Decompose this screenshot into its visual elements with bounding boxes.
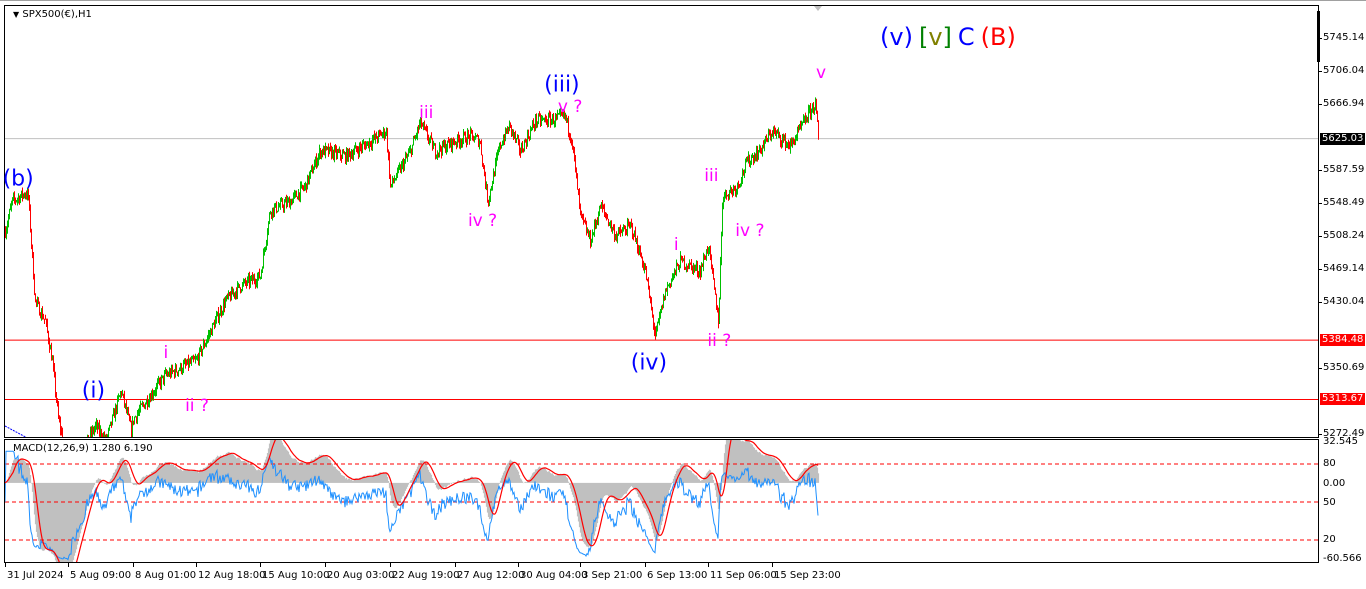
wave-label: i xyxy=(163,343,169,364)
macd-axis-label: 20 xyxy=(1323,534,1336,545)
macd-title: MACD(12,26,9) 1.280 6.190 xyxy=(13,443,153,454)
chart-shift-marker xyxy=(814,6,822,11)
wave-label: iv ? xyxy=(735,220,765,241)
wave-label: i xyxy=(673,235,679,256)
time-tick xyxy=(390,562,391,567)
symbol-label: SPX500(€),H1 xyxy=(22,9,92,20)
wave-label: iii xyxy=(419,102,434,123)
time-axis-label: 3 Sep 21:00 xyxy=(582,570,643,581)
price-axis-label: 5272.49 xyxy=(1323,427,1365,439)
heading-part: C xyxy=(957,23,975,51)
heading-part: v xyxy=(928,23,943,51)
price-axis-label: 5666.94 xyxy=(1323,97,1365,109)
time-axis-label: 30 Aug 04:00 xyxy=(520,570,588,581)
time-axis-label: 31 Jul 2024 xyxy=(7,570,64,581)
time-axis-label: 20 Aug 03:00 xyxy=(327,570,395,581)
time-tick xyxy=(580,562,581,567)
scale-drag-handle[interactable] xyxy=(1317,11,1320,62)
time-axis-label: 27 Aug 12:00 xyxy=(457,570,525,581)
macd-axis-label: 0.00 xyxy=(1323,478,1346,489)
macd-axis-label: -60.566 xyxy=(1323,553,1362,564)
time-axis-label: 6 Sep 13:00 xyxy=(647,570,708,581)
time-tick xyxy=(645,562,646,567)
price-axis-label: 5706.04 xyxy=(1323,64,1365,76)
time-tick xyxy=(260,562,261,567)
price-tag: 5384.48 xyxy=(1320,334,1366,347)
price-tick xyxy=(1318,269,1322,271)
heading-part: (B) xyxy=(980,23,1016,51)
time-tick xyxy=(772,562,773,567)
price-chart-svg xyxy=(5,6,1318,437)
time-tick xyxy=(518,562,519,567)
time-axis-label: 8 Aug 01:00 xyxy=(135,570,197,581)
price-tick xyxy=(1318,301,1322,303)
price-axis-label: 5508.24 xyxy=(1323,230,1365,242)
macd-axis-label: 80 xyxy=(1323,458,1336,469)
price-tick xyxy=(1318,236,1322,238)
price-tick xyxy=(1318,368,1322,370)
price-axis-label: 5430.04 xyxy=(1323,295,1365,307)
wave-label: (iv) xyxy=(630,350,668,376)
price-tick xyxy=(1318,169,1322,171)
macd-signal-line xyxy=(5,440,819,562)
time-axis-label: 11 Sep 06:00 xyxy=(710,570,777,581)
price-axis-label: 5350.69 xyxy=(1323,362,1365,374)
price-tick xyxy=(1318,433,1322,435)
wave-label: (b) xyxy=(2,166,34,192)
price-tag: 5625.03 xyxy=(1320,132,1366,145)
price-axis-label: 5469.14 xyxy=(1323,263,1365,275)
time-axis-label: 5 Aug 09:00 xyxy=(70,570,132,581)
heading-part: ] xyxy=(942,23,952,51)
time-axis-label: 15 Sep 23:00 xyxy=(774,570,841,581)
wave-label: v xyxy=(815,63,827,84)
macd-axis-label: 50 xyxy=(1323,497,1336,508)
symbol-title: ▼ SPX500(€),H1 xyxy=(13,9,92,20)
price-tick xyxy=(1318,70,1322,72)
price-axis-label: 5745.14 xyxy=(1323,32,1365,43)
dropdown-arrow-icon[interactable]: ▼ xyxy=(13,10,20,19)
wave-label: ii ? xyxy=(707,331,732,352)
trend-line xyxy=(5,425,27,437)
wave-label: iv ? xyxy=(467,210,498,231)
time-axis-label: 22 Aug 19:00 xyxy=(392,570,460,581)
wave-label: ii ? xyxy=(185,395,209,416)
heading-part: (v) xyxy=(880,23,913,51)
time-tick xyxy=(5,562,6,567)
time-axis-label: 12 Aug 18:00 xyxy=(198,570,266,581)
wave-label: (iii) xyxy=(544,72,580,98)
wave-label: v ? xyxy=(557,96,583,117)
wave-heading: (v) [v] C (B) xyxy=(880,23,1016,51)
price-chart-pane[interactable]: ▼ SPX500(€),H1 xyxy=(4,5,1319,438)
price-axis-label: 5548.49 xyxy=(1323,196,1365,208)
time-axis-label: 15 Aug 10:00 xyxy=(262,570,330,581)
price-axis-label: 5587.59 xyxy=(1323,163,1365,175)
oscillator-line xyxy=(5,450,819,561)
time-tick xyxy=(325,562,326,567)
heading-part: [ xyxy=(918,23,929,51)
macd-axis-label: 32.545 xyxy=(1323,436,1358,447)
time-tick xyxy=(133,562,134,567)
time-tick xyxy=(196,562,197,567)
wave-label: (i) xyxy=(81,378,106,404)
time-tick xyxy=(68,562,69,567)
wave-label: iii xyxy=(704,166,719,187)
price-tag: 5313.67 xyxy=(1320,393,1366,406)
price-tick xyxy=(1318,103,1322,105)
time-tick xyxy=(708,562,709,567)
time-tick xyxy=(455,562,456,567)
price-tick xyxy=(1318,38,1322,39)
macd-svg xyxy=(5,440,1318,562)
macd-pane[interactable]: MACD(12,26,9) 1.280 6.190 xyxy=(4,439,1319,563)
price-tick xyxy=(1318,202,1322,204)
